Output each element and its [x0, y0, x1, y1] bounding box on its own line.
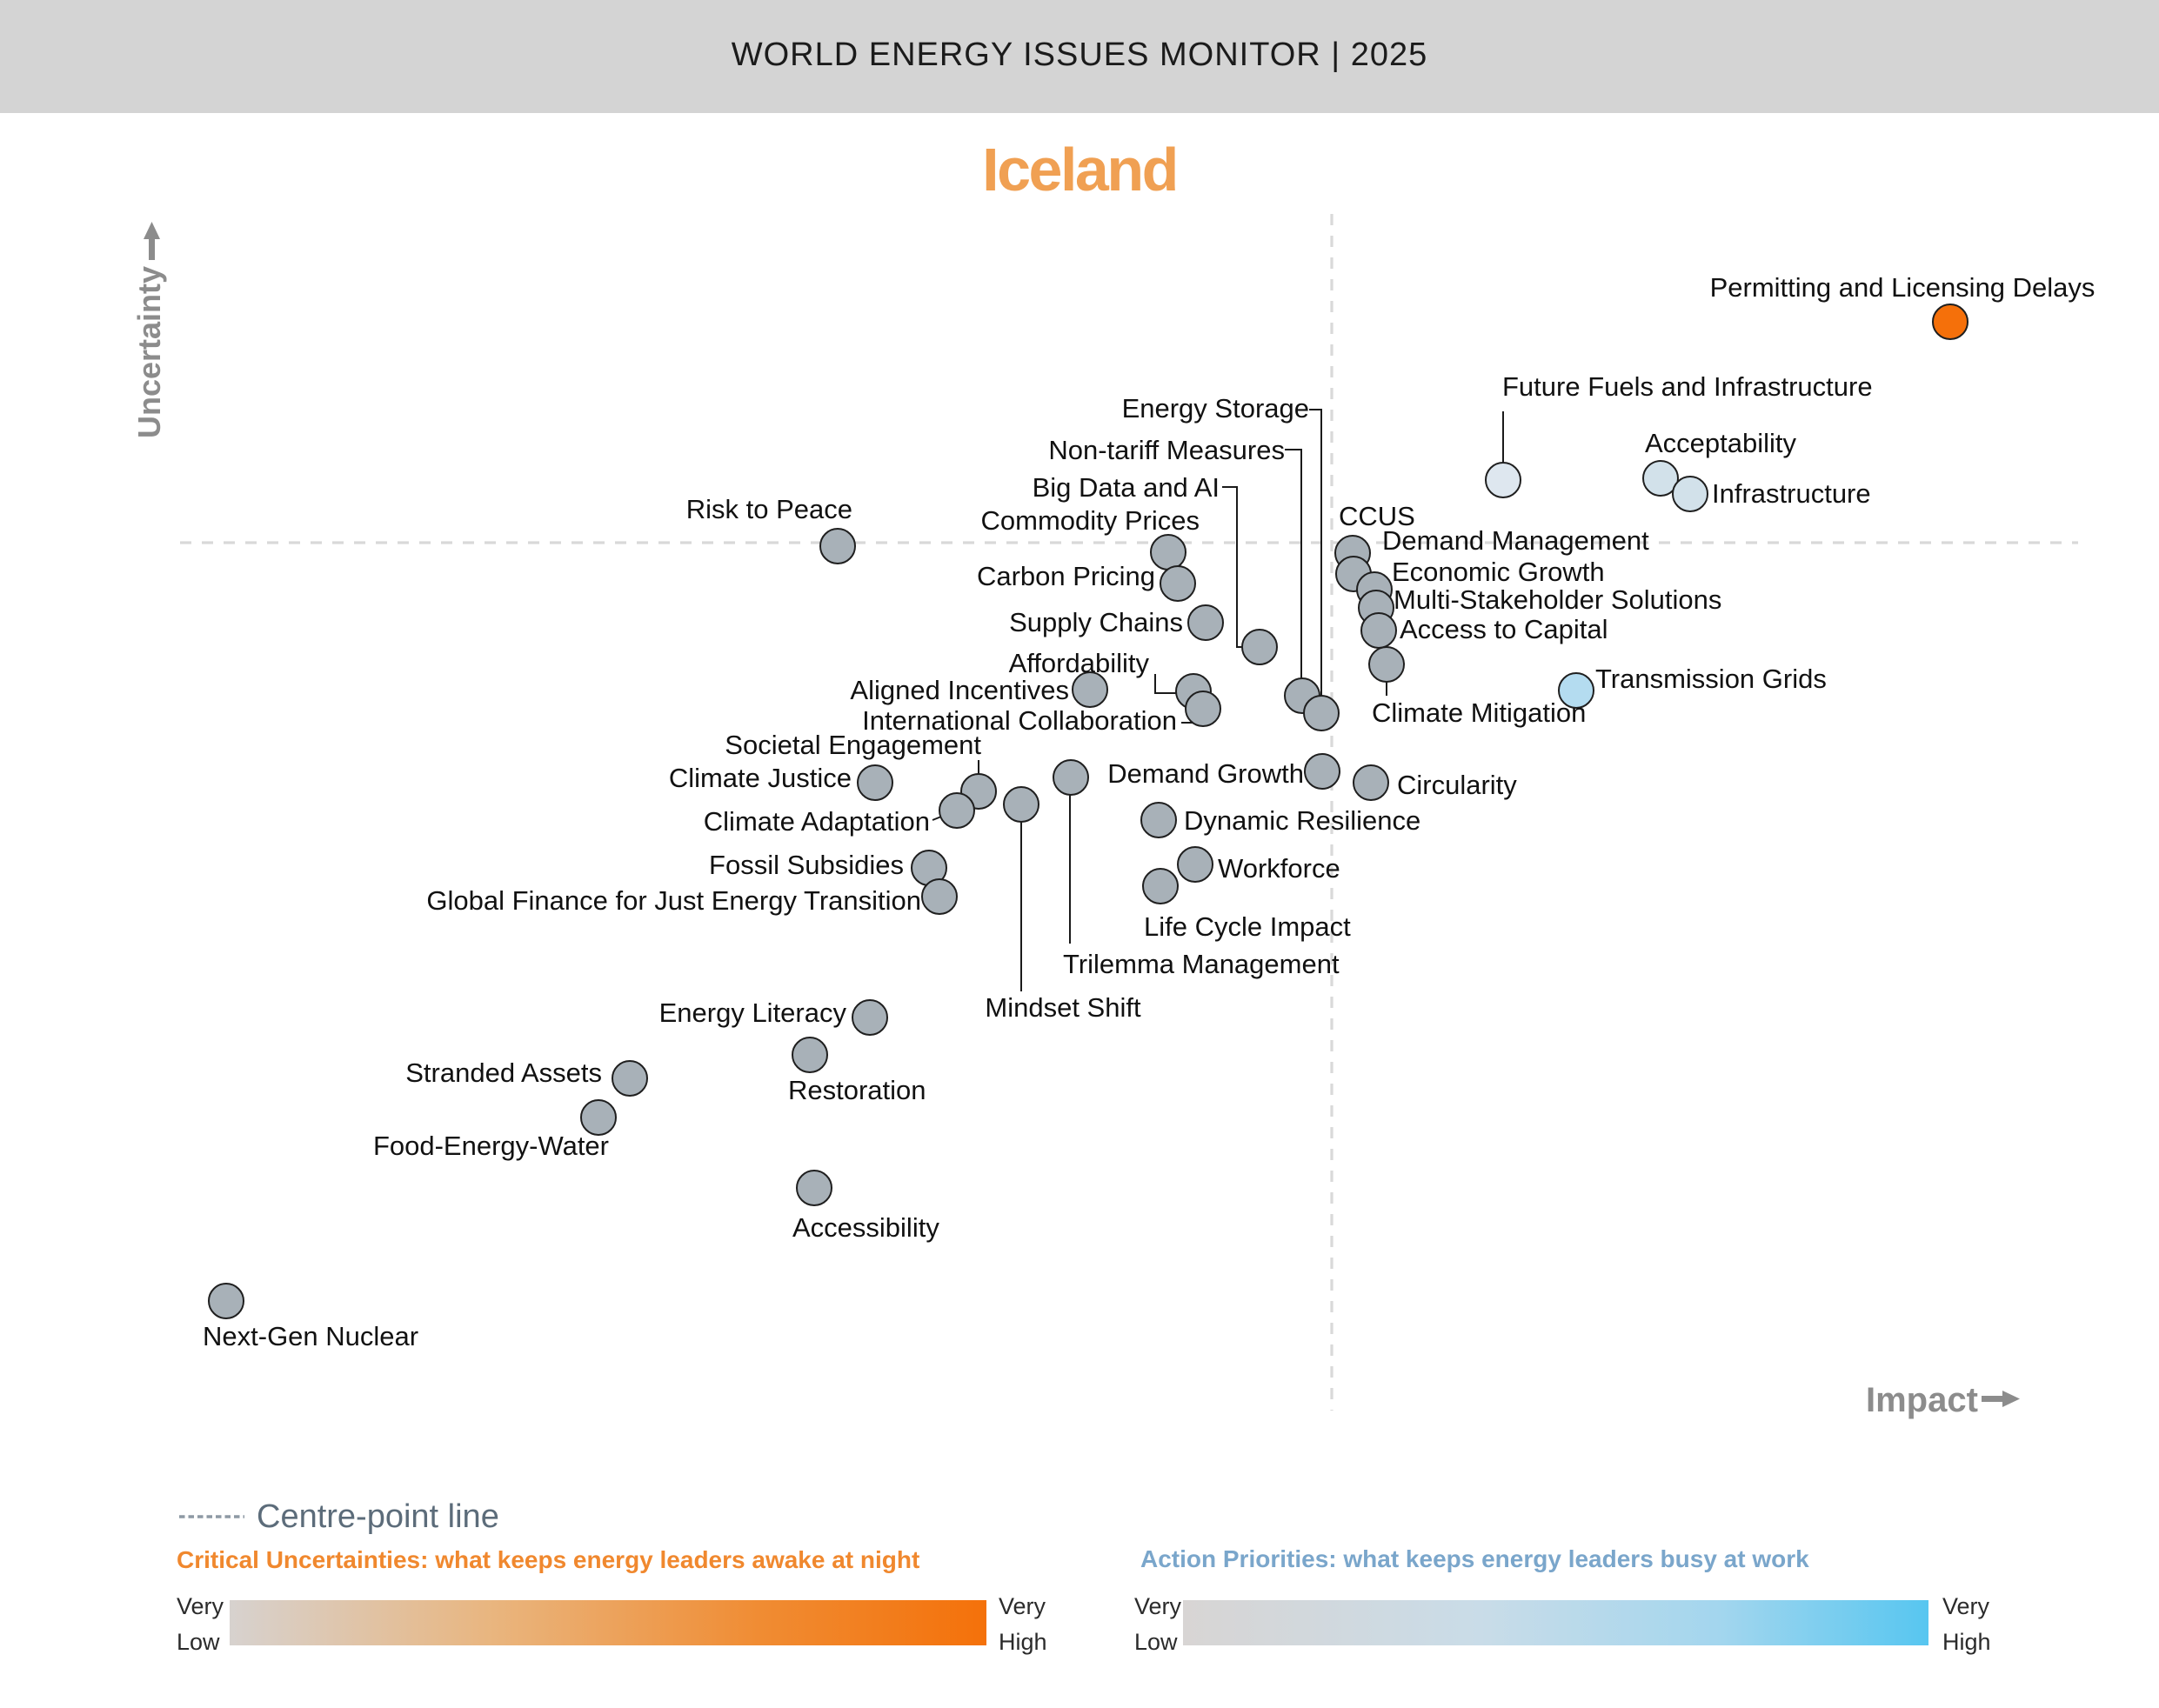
svg-text:Impact: Impact: [1866, 1381, 1978, 1419]
svg-text:Aligned Incentives: Aligned Incentives: [850, 675, 1069, 705]
svg-text:Circularity: Circularity: [1397, 770, 1517, 800]
svg-text:Supply Chains: Supply Chains: [1009, 607, 1183, 637]
svg-text:Action Priorities: what keeps: Action Priorities: what keeps energy lea…: [1140, 1545, 1809, 1572]
svg-text:Future Fuels and Infrastructur: Future Fuels and Infrastructure: [1502, 371, 1873, 402]
svg-text:Climate Adaptation: Climate Adaptation: [704, 806, 930, 837]
svg-text:Very: Very: [1134, 1593, 1182, 1619]
svg-text:Access to Capital: Access to Capital: [1400, 614, 1608, 644]
svg-text:Low: Low: [177, 1629, 220, 1655]
svg-text:Dynamic Resilience: Dynamic Resilience: [1184, 805, 1420, 836]
svg-text:WORLD ENERGY ISSUES MONITOR |: WORLD ENERGY ISSUES MONITOR | 2025: [732, 37, 1428, 73]
svg-text:Very: Very: [999, 1593, 1046, 1619]
svg-text:Iceland: Iceland: [982, 136, 1177, 203]
svg-text:Next-Gen Nuclear: Next-Gen Nuclear: [203, 1321, 418, 1351]
svg-text:Workforce: Workforce: [1218, 853, 1340, 884]
svg-text:Carbon Pricing: Carbon Pricing: [977, 561, 1155, 591]
svg-text:Fossil Subsidies: Fossil Subsidies: [709, 850, 904, 880]
svg-text:Food-Energy-Water: Food-Energy-Water: [373, 1131, 609, 1161]
svg-text:Life Cycle Impact: Life Cycle Impact: [1144, 911, 1351, 942]
svg-text:Transmission Grids: Transmission Grids: [1595, 664, 1827, 694]
svg-text:Demand Growth: Demand Growth: [1107, 758, 1304, 789]
svg-text:Critical Uncertainties: what k: Critical Uncertainties: what keeps energ…: [177, 1546, 919, 1573]
svg-text:Trilemma Management: Trilemma Management: [1063, 949, 1340, 979]
svg-text:High: High: [1942, 1629, 1991, 1655]
svg-text:Climate Mitigation: Climate Mitigation: [1372, 697, 1586, 728]
svg-text:Non-tariff Measures: Non-tariff Measures: [1048, 435, 1285, 465]
svg-text:Multi-Stakeholder Solutions: Multi-Stakeholder Solutions: [1394, 584, 1721, 615]
svg-text:Accessibility: Accessibility: [792, 1212, 939, 1243]
svg-text:CCUS: CCUS: [1339, 501, 1415, 531]
svg-text:Very: Very: [1942, 1593, 1990, 1619]
svg-text:Risk to Peace: Risk to Peace: [686, 494, 852, 524]
svg-text:Energy Literacy: Energy Literacy: [659, 997, 847, 1028]
svg-text:Affordability: Affordability: [1009, 648, 1150, 678]
svg-text:Low: Low: [1134, 1629, 1178, 1655]
svg-text:Mindset Shift: Mindset Shift: [985, 992, 1141, 1023]
svg-text:Acceptability: Acceptability: [1645, 428, 1797, 458]
svg-text:Global Finance for Just Energy: Global Finance for Just Energy Transitio…: [426, 885, 921, 916]
svg-text:Centre-point line: Centre-point line: [257, 1498, 499, 1535]
svg-text:Climate Justice: Climate Justice: [669, 763, 852, 793]
svg-text:Big Data and AI: Big Data and AI: [1033, 472, 1220, 503]
svg-text:Uncertainty: Uncertainty: [131, 266, 167, 438]
svg-text:Restoration: Restoration: [788, 1075, 926, 1105]
svg-text:Societal Engagement: Societal Engagement: [725, 730, 981, 760]
svg-text:Permitting and Licensing Delay: Permitting and Licensing Delays: [1710, 272, 2096, 303]
svg-text:Infrastructure: Infrastructure: [1712, 478, 1871, 509]
svg-text:Stranded Assets: Stranded Assets: [405, 1057, 602, 1088]
svg-text:Economic Growth: Economic Growth: [1392, 557, 1605, 587]
svg-text:High: High: [999, 1629, 1047, 1655]
svg-text:Demand Management: Demand Management: [1382, 525, 1649, 556]
svg-text:International Collaboration: International Collaboration: [862, 705, 1177, 736]
svg-text:Commodity Prices: Commodity Prices: [981, 505, 1200, 536]
svg-text:Energy Storage: Energy Storage: [1122, 393, 1309, 424]
svg-text:Very: Very: [177, 1593, 224, 1619]
